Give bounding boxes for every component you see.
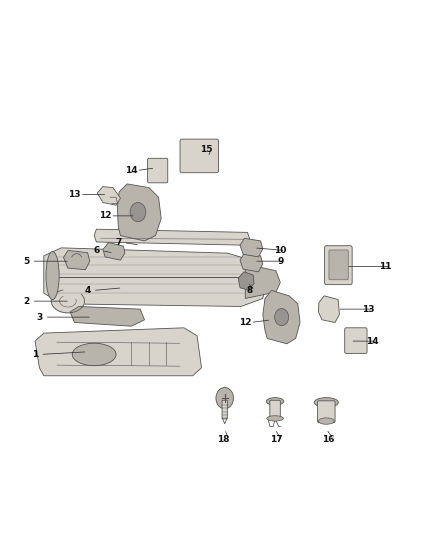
Ellipse shape [46,252,59,300]
Polygon shape [70,306,145,326]
FancyBboxPatch shape [325,246,352,285]
Polygon shape [240,253,263,272]
FancyBboxPatch shape [148,158,168,183]
Polygon shape [97,187,120,205]
Text: 18: 18 [217,435,230,444]
Circle shape [275,309,289,326]
Polygon shape [44,248,267,306]
Text: 6: 6 [93,246,99,255]
Ellipse shape [314,398,338,407]
Text: 13: 13 [68,190,81,199]
Text: 11: 11 [379,262,392,271]
Polygon shape [245,264,280,298]
Polygon shape [35,328,201,376]
Text: 16: 16 [322,435,335,444]
Polygon shape [263,290,300,344]
Polygon shape [117,184,161,241]
Text: 13: 13 [362,305,374,313]
FancyBboxPatch shape [222,400,227,419]
Polygon shape [103,243,125,260]
Ellipse shape [72,343,116,366]
Circle shape [130,203,146,222]
Text: 9: 9 [277,257,283,265]
Text: 1: 1 [32,350,38,359]
Polygon shape [240,238,263,257]
Ellipse shape [267,416,283,421]
FancyBboxPatch shape [270,400,280,419]
Text: 15: 15 [200,145,212,154]
Text: 7: 7 [115,238,121,247]
Text: 12: 12 [99,212,111,220]
FancyBboxPatch shape [329,250,348,280]
Text: 3: 3 [36,313,42,321]
Text: 5: 5 [23,257,29,265]
Text: 17: 17 [270,435,282,444]
FancyBboxPatch shape [180,139,219,173]
Polygon shape [238,272,254,290]
Text: 14: 14 [366,337,378,345]
Text: 2: 2 [23,297,29,305]
FancyBboxPatch shape [318,401,335,423]
Ellipse shape [318,418,334,424]
Text: 12: 12 [239,318,251,327]
Polygon shape [318,296,339,322]
Circle shape [216,387,233,409]
Polygon shape [51,290,85,313]
Polygon shape [64,251,90,270]
FancyBboxPatch shape [345,328,367,353]
Text: 4: 4 [85,286,91,295]
Text: 14: 14 [125,166,138,175]
Ellipse shape [266,398,284,405]
Text: 8: 8 [247,286,253,295]
Polygon shape [94,229,250,245]
Text: 10: 10 [274,246,286,255]
